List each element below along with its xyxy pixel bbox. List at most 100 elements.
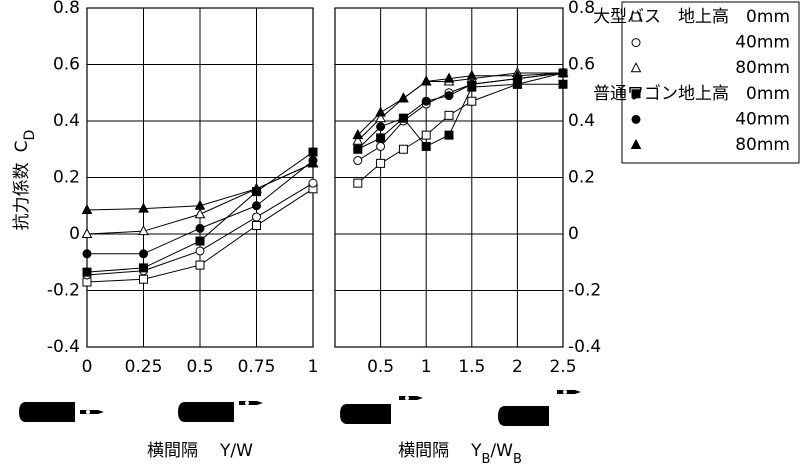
marker [630,138,642,149]
x-axis-label-part: B [482,452,491,467]
marker [195,223,205,233]
legend-label: 40mm [735,33,790,53]
marker [512,69,523,80]
y-axis-label: 抗力係数 CD [12,130,38,231]
x-axis-label: 横間隔 YB/WB [398,441,522,467]
marker [443,72,455,83]
y-tick-label: 0 [69,224,80,244]
marker [630,62,642,73]
y-tick-label: -0.4 [47,337,80,357]
marker [376,133,386,143]
series-line [357,72,564,136]
x-axis-label-part: 横間隔 [147,441,198,461]
marker [353,178,363,188]
x-tick-label: 1 [308,357,319,377]
y-tick-label: 0 [568,224,579,244]
x-tick-label: 0.25 [125,357,163,377]
marker [398,92,409,103]
marker [376,158,386,168]
series [353,79,568,154]
marker [421,130,431,140]
marker [82,267,92,277]
marker [631,89,641,99]
marker [195,260,205,270]
legend-label: 普通ワゴン地上高 0mm [593,83,790,104]
marker [420,75,432,86]
legend-label: 大型バス 地上高 0mm [593,7,790,27]
y-tick-label: 0.4 [568,111,595,131]
y-tick-label: 0.2 [568,168,595,188]
legend-label: 40mm [735,109,790,129]
marker [398,113,408,123]
marker [352,134,364,145]
x-tick-label: 2.5 [549,357,576,377]
x-tick-label: 0.5 [367,357,394,377]
marker [194,208,206,219]
marker [195,246,205,256]
y-tick-label: 0.8 [53,0,80,18]
marker [252,212,261,222]
marker [467,96,477,106]
x-axis-label-part: Y/W [219,441,253,461]
marker [139,249,148,259]
legend-label: 80mm [735,58,790,78]
y-axis-label-part: D [22,130,38,141]
marker [353,156,363,166]
marker [307,157,319,168]
marker [251,182,262,193]
x-axis-label-part: 横間隔 [398,441,449,461]
marker [352,129,364,140]
marker [558,79,568,89]
marker [81,227,93,238]
x-axis-label-part: B [513,452,522,467]
marker [81,203,93,214]
marker [467,79,477,89]
marker [308,178,318,188]
x-tick-label: 1 [421,357,432,377]
marker [421,141,431,151]
marker [138,202,149,213]
marker [139,274,148,284]
y-tick-label: 0.6 [568,55,595,75]
marker [252,201,261,211]
x-axis-label-part: Y [470,441,482,461]
x-tick-label: 2 [512,357,523,377]
series [353,68,568,166]
marker [631,114,641,124]
x-tick-label: 0.75 [238,357,276,377]
series [81,157,319,214]
marker [252,221,261,231]
series-line [357,83,563,150]
y-tick-label: -0.2 [568,281,601,301]
marker [421,96,431,106]
marker [194,199,206,210]
x-axis-label-part: /W [490,441,513,461]
legend-label: 80mm [735,135,790,155]
marker [466,69,478,80]
y-axis-label-part: C [12,140,32,152]
marker [444,110,454,120]
x-tick-label: 1.5 [458,357,485,377]
marker [195,236,205,246]
marker [631,38,641,48]
marker [375,106,386,117]
legend-box [621,1,800,164]
marker [375,112,386,123]
marker [139,263,148,273]
y-tick-label: 0.8 [568,0,595,18]
marker [631,12,641,22]
marker [376,141,386,151]
series [352,66,569,140]
marker [557,66,569,77]
x-axis-label: 横間隔 Y/W [147,441,253,461]
y-tick-label: 0.2 [53,168,80,188]
x-tick-label: 0 [82,357,93,377]
marker [353,144,363,154]
y-tick-label: -0.2 [47,281,80,301]
series [353,68,568,188]
marker [308,147,318,157]
marker [82,249,92,259]
y-tick-label: 0.4 [53,111,80,131]
marker [398,144,408,154]
